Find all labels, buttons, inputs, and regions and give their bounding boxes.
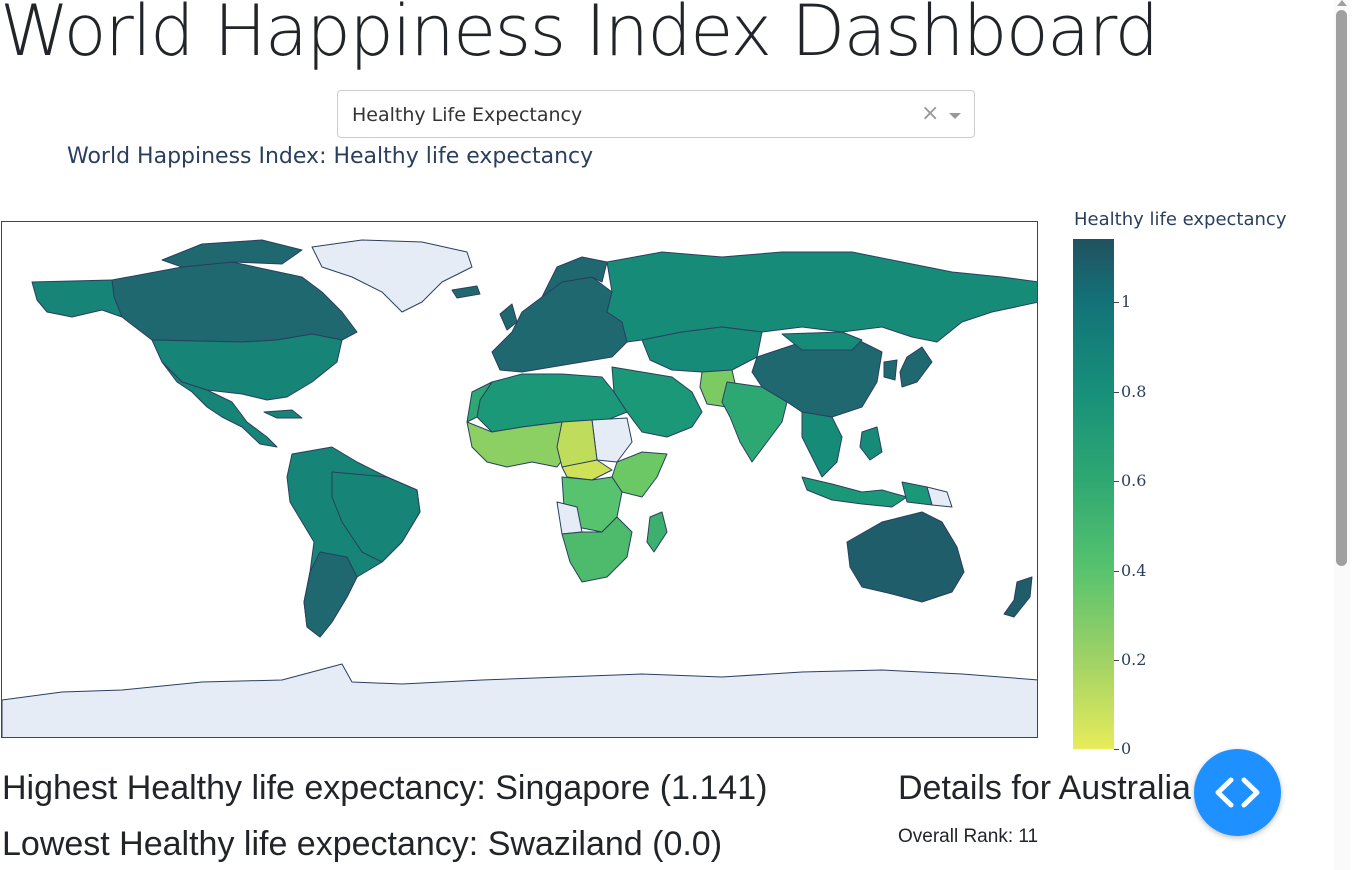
- chevron-down-icon[interactable]: [949, 113, 961, 119]
- lowest-stat: Lowest Healthy life expectancy: Swazilan…: [2, 825, 723, 863]
- colorbar-tickmark: [1114, 392, 1119, 393]
- region-west-africa[interactable]: [466, 421, 573, 468]
- region-madagascar[interactable]: [646, 511, 668, 553]
- region-usa[interactable]: [151, 333, 343, 401]
- region-brazil[interactable]: [331, 471, 421, 563]
- world-map-svg[interactable]: [2, 222, 1038, 738]
- region-cuba[interactable]: [263, 409, 303, 419]
- scrollbar-thumb[interactable]: [1336, 10, 1347, 566]
- debug-menu-button[interactable]: [1194, 749, 1281, 836]
- region-scandinavia[interactable]: [541, 256, 608, 298]
- map-title: World Happiness Index: Healthy life expe…: [67, 144, 594, 169]
- colorbar-title: Healthy life expectancy: [1074, 209, 1287, 230]
- choropleth-map[interactable]: [1, 221, 1038, 738]
- region-uk[interactable]: [499, 303, 518, 331]
- region-iceland[interactable]: [451, 285, 481, 299]
- colorbar-tickmark: [1114, 749, 1119, 750]
- page-title: World Happiness Index Dashboard: [0, 0, 1159, 72]
- region-new-guinea-west[interactable]: [901, 481, 933, 506]
- region-car[interactable]: [561, 459, 613, 481]
- region-sudan[interactable]: [591, 417, 633, 463]
- colorbar-tick: 0.6: [1121, 471, 1147, 490]
- clear-icon[interactable]: ×: [921, 101, 940, 126]
- region-se-asia[interactable]: [801, 411, 843, 478]
- region-southern-africa[interactable]: [561, 516, 633, 583]
- region-mexico[interactable]: [161, 361, 278, 448]
- region-argentina-chile[interactable]: [303, 551, 358, 638]
- colorbar-tick: 0.4: [1121, 561, 1147, 580]
- metric-dropdown[interactable]: Healthy Life Expectancy ×: [337, 90, 975, 138]
- region-mongolia[interactable]: [781, 331, 863, 351]
- colorbar-tickmark: [1114, 571, 1119, 572]
- colorbar-tickmark: [1114, 660, 1119, 661]
- region-arctic-islands[interactable]: [161, 239, 303, 268]
- colorbar-tick: 0.8: [1121, 382, 1147, 401]
- region-korea[interactable]: [883, 359, 898, 381]
- region-alaska[interactable]: [31, 279, 123, 318]
- region-australia[interactable]: [846, 511, 965, 603]
- region-japan[interactable]: [899, 346, 933, 388]
- colorbar-tickmark: [1114, 302, 1119, 303]
- overall-rank: Overall Rank: 11: [898, 826, 1039, 847]
- region-indonesia[interactable]: [801, 476, 908, 508]
- region-morocco[interactable]: [466, 381, 493, 423]
- region-philippines[interactable]: [859, 426, 883, 461]
- dropdown-selected-value: Healthy Life Expectancy: [352, 104, 583, 126]
- code-chevrons-icon: [1215, 777, 1260, 808]
- colorbar-tickmark: [1114, 481, 1119, 482]
- details-heading: Details for Australia: [898, 769, 1191, 807]
- highest-stat: Highest Healthy life expectancy: Singapo…: [2, 769, 768, 807]
- scroll-up-icon[interactable]: [1337, 0, 1347, 6]
- region-canada[interactable]: [111, 261, 358, 343]
- colorbar-tick: 0: [1121, 739, 1132, 758]
- colorbar-tick: 1: [1121, 292, 1132, 311]
- region-russia[interactable]: [606, 251, 1038, 343]
- colorbar-tick: 0.2: [1121, 650, 1147, 669]
- region-antarctica[interactable]: [2, 663, 1038, 738]
- region-central-asia[interactable]: [641, 326, 763, 373]
- region-new-zealand[interactable]: [1003, 576, 1033, 618]
- colorbar: [1073, 239, 1114, 749]
- region-greenland[interactable]: [311, 239, 473, 313]
